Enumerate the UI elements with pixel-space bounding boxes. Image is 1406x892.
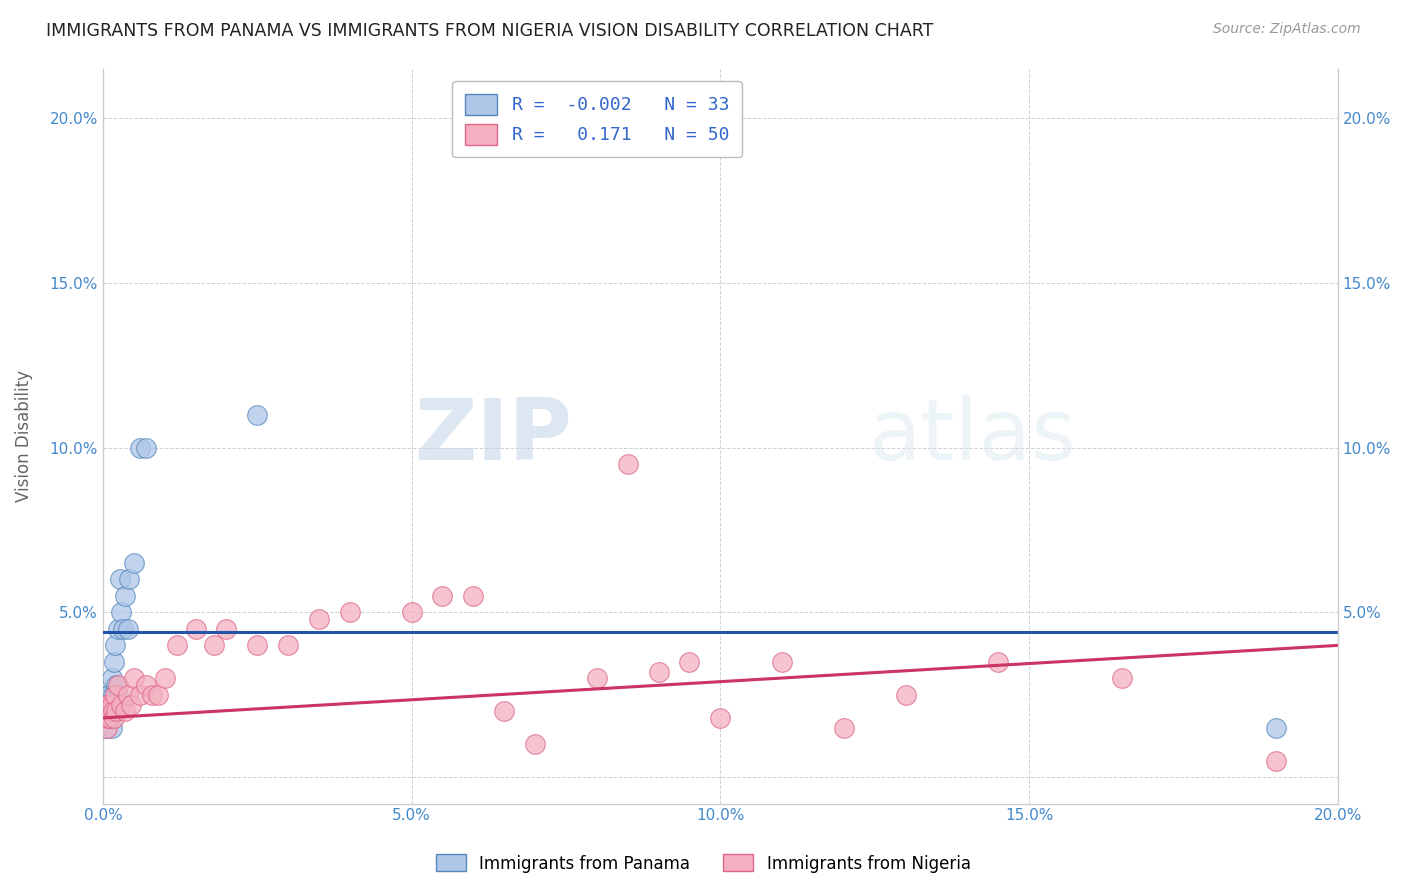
Point <box>894 688 917 702</box>
Point <box>103 655 125 669</box>
Point <box>96 704 118 718</box>
Legend: R =  -0.002   N = 33, R =   0.171   N = 50: R = -0.002 N = 33, R = 0.171 N = 50 <box>451 81 742 157</box>
Point <box>101 688 124 702</box>
Point <box>129 688 152 702</box>
Point <box>832 721 855 735</box>
Point <box>308 612 330 626</box>
Point <box>96 721 118 735</box>
Point <box>98 688 121 702</box>
Point <box>97 704 120 718</box>
Point <box>135 678 157 692</box>
Text: atlas: atlas <box>869 394 1077 477</box>
Point <box>104 639 127 653</box>
Point <box>107 622 129 636</box>
Point <box>100 698 122 712</box>
Point <box>105 678 128 692</box>
Point <box>96 704 118 718</box>
Point <box>616 457 638 471</box>
Point <box>94 711 117 725</box>
Point <box>277 639 299 653</box>
Point <box>111 622 134 636</box>
Point <box>401 606 423 620</box>
Point <box>339 606 361 620</box>
Point <box>709 711 731 725</box>
Point <box>166 639 188 653</box>
Point <box>107 678 129 692</box>
Point <box>246 408 269 422</box>
Point <box>110 698 132 712</box>
Text: IMMIGRANTS FROM PANAMA VS IMMIGRANTS FROM NIGERIA VISION DISABILITY CORRELATION : IMMIGRANTS FROM PANAMA VS IMMIGRANTS FRO… <box>46 22 934 40</box>
Point <box>94 704 117 718</box>
Point <box>94 721 117 735</box>
Y-axis label: Vision Disability: Vision Disability <box>15 370 32 502</box>
Point <box>117 622 139 636</box>
Point <box>100 721 122 735</box>
Point <box>1111 671 1133 685</box>
Point <box>100 698 122 712</box>
Point <box>108 573 131 587</box>
Point <box>103 704 125 718</box>
Point <box>114 704 136 718</box>
Point <box>104 698 127 712</box>
Point <box>1265 754 1288 768</box>
Point <box>215 622 238 636</box>
Point <box>122 556 145 570</box>
Point <box>103 711 125 725</box>
Point <box>135 441 157 455</box>
Point <box>647 665 669 679</box>
Point <box>1265 721 1288 735</box>
Point <box>141 688 163 702</box>
Point <box>494 704 516 718</box>
Point <box>463 589 485 603</box>
Point <box>202 639 225 653</box>
Point <box>586 671 609 685</box>
Point <box>117 688 139 702</box>
Point <box>184 622 207 636</box>
Point <box>153 671 176 685</box>
Point <box>770 655 793 669</box>
Point <box>107 688 129 702</box>
Point <box>94 711 117 725</box>
Point <box>98 711 121 725</box>
Point <box>104 688 127 702</box>
Point <box>120 698 142 712</box>
Point <box>97 698 120 712</box>
Point <box>105 704 128 718</box>
Text: Source: ZipAtlas.com: Source: ZipAtlas.com <box>1213 22 1361 37</box>
Point <box>118 573 141 587</box>
Point <box>98 704 121 718</box>
Point <box>101 671 124 685</box>
Point <box>122 671 145 685</box>
Point <box>129 441 152 455</box>
Point <box>987 655 1010 669</box>
Point <box>97 711 120 725</box>
Point <box>98 704 121 718</box>
Point <box>93 711 115 725</box>
Point <box>97 688 120 702</box>
Point <box>148 688 170 702</box>
Point <box>94 698 117 712</box>
Point <box>114 589 136 603</box>
Point <box>93 704 115 718</box>
Point <box>246 639 269 653</box>
Point <box>432 589 454 603</box>
Point <box>98 711 121 725</box>
Point <box>524 737 547 751</box>
Legend: Immigrants from Panama, Immigrants from Nigeria: Immigrants from Panama, Immigrants from … <box>429 847 977 880</box>
Point <box>110 606 132 620</box>
Point <box>101 704 124 718</box>
Point <box>678 655 700 669</box>
Point <box>96 711 118 725</box>
Text: ZIP: ZIP <box>415 394 572 477</box>
Point <box>94 698 117 712</box>
